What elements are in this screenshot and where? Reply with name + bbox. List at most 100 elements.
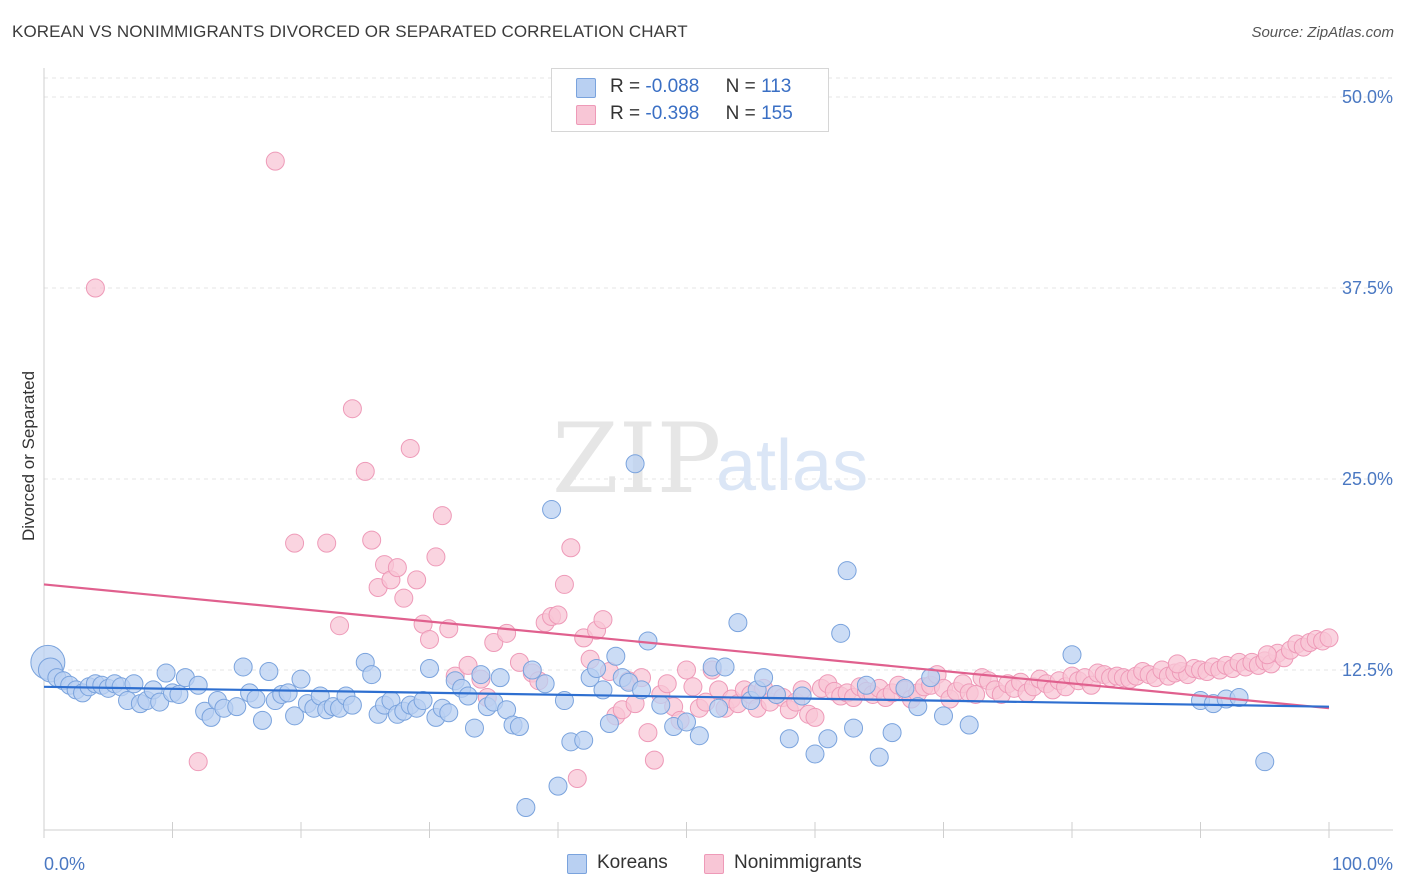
koreans-point (1229, 688, 1249, 708)
koreans-point (542, 500, 562, 520)
bottom-legend-nonimmigrants-label: Nonimmigrants (734, 852, 862, 873)
koreans-point (535, 674, 555, 694)
koreans-point (227, 697, 247, 717)
nonimmigrants-point (484, 632, 504, 652)
koreans-point (837, 561, 857, 581)
koreans-point (246, 689, 266, 709)
koreans-point (490, 668, 510, 688)
nonimmigrants-point (342, 399, 362, 419)
koreans-point (362, 665, 382, 685)
x-ticks (43, 822, 1330, 838)
koreans-point (516, 798, 536, 818)
nonimmigrants-point (458, 655, 478, 675)
nonimmigrants-point (362, 530, 382, 550)
koreans-point (233, 657, 253, 677)
koreans-point (856, 675, 876, 695)
nonimmigrants-point (387, 558, 407, 578)
nonimmigrants-point (85, 278, 105, 298)
koreans-point (574, 730, 594, 750)
koreans-point (632, 680, 652, 700)
nonimmigrants-point (593, 610, 613, 630)
koreans-points (30, 454, 1275, 818)
koreans-point (458, 686, 478, 706)
bottom-legend-nonimmigrants-swatch (704, 854, 724, 874)
koreans-point (188, 675, 208, 695)
koreans-point (420, 658, 439, 678)
nonimmigrants-point (1167, 654, 1187, 674)
koreans-point (124, 674, 144, 694)
koreans-point (464, 718, 484, 738)
legend-nonimmigrants-n: 155 (761, 103, 793, 124)
koreans-point (844, 718, 864, 738)
legend-n-label: N = (725, 103, 756, 124)
koreans-point (285, 706, 305, 726)
legend-r-label: R = (610, 76, 641, 97)
nonimmigrants-point (966, 684, 986, 704)
nonimmigrants-point (805, 707, 825, 727)
nonimmigrants-point (638, 723, 658, 743)
koreans-point (259, 662, 279, 682)
nonimmigrants-point (683, 677, 703, 697)
nonimmigrants-point (355, 461, 375, 481)
nonimmigrants-point (497, 623, 517, 643)
nonimmigrants-point (400, 438, 420, 458)
nonimmigrants-point (548, 605, 568, 625)
koreans-point (792, 686, 812, 706)
koreans-point (921, 668, 941, 688)
nonimmigrants-point (285, 533, 305, 553)
y-tick-label: 25.0% (1342, 469, 1393, 489)
nonimmigrants-point (426, 547, 446, 567)
koreans-point (895, 678, 915, 698)
legend-nonimmigrants-r: -0.398 (645, 103, 700, 124)
koreans-point (342, 695, 362, 715)
chart-title: KOREAN VS NONIMMIGRANTS DIVORCED OR SEPA… (12, 22, 688, 41)
nonimmigrants-point (644, 750, 664, 770)
nonimmigrants-point (657, 674, 677, 694)
y-tick-label: 37.5% (1342, 278, 1393, 298)
nonimmigrants-point (554, 574, 574, 594)
koreans-point (252, 710, 272, 730)
nonimmigrants-point (1319, 628, 1339, 648)
koreans-point (625, 454, 645, 474)
watermark-atlas: atlas (716, 426, 868, 506)
legend-nonimmigrants-swatch (576, 105, 596, 125)
koreans-point (587, 658, 607, 678)
koreans-point (291, 669, 311, 689)
koreans-point (599, 713, 619, 733)
y-tick-label: 50.0% (1342, 87, 1393, 107)
nonimmigrants-point (432, 506, 452, 526)
koreans-point (413, 691, 433, 711)
koreans-point (677, 712, 696, 732)
source-label: Source: ZipAtlas.com (1251, 24, 1394, 41)
legend-koreans-n: 113 (761, 76, 792, 97)
koreans-trend-line (43, 685, 1330, 708)
koreans-point (754, 668, 774, 688)
koreans-point (882, 723, 902, 743)
koreans-point (201, 707, 221, 727)
nonimmigrants-point (265, 151, 285, 171)
koreans-point (766, 684, 786, 704)
nonimmigrants-point (567, 768, 587, 788)
koreans-point (779, 729, 799, 749)
x-tick-label-max: 100.0% (1332, 854, 1393, 874)
koreans-point (278, 683, 298, 703)
nonimmigrants-trend-line (43, 583, 1330, 710)
grid-lines (44, 77, 1393, 671)
nonimmigrants-point (317, 533, 337, 553)
koreans-point (689, 726, 709, 746)
koreans-point (934, 706, 953, 726)
nonimmigrants-point (1257, 645, 1277, 665)
koreans-point (959, 715, 979, 735)
legend-r-label: R = (610, 103, 641, 124)
koreans-point (522, 660, 542, 680)
legend: R = -0.088 N = 113 R = -0.398 N = 155 (551, 68, 829, 132)
bottom-legend-koreans-label: Koreans (597, 852, 668, 873)
trend-lines (43, 583, 1330, 710)
y-tick-labels: 12.5% 25.0% 37.5% 50.0% (1342, 87, 1393, 680)
koreans-point (548, 776, 568, 796)
koreans-point (831, 623, 851, 643)
koreans-point (728, 613, 748, 633)
koreans-point (1255, 752, 1275, 772)
koreans-point (869, 747, 889, 767)
